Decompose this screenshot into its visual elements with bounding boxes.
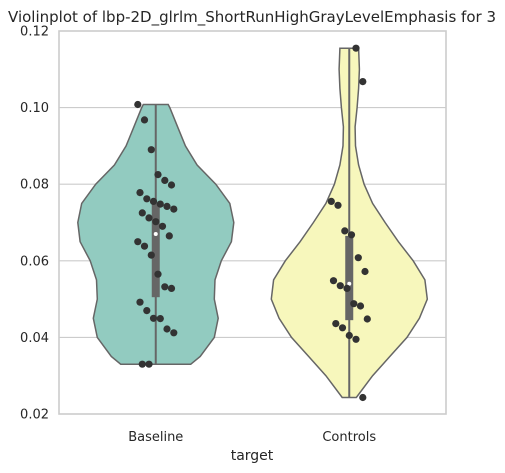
data-point — [149, 314, 158, 322]
y-tick-label: 0.10 — [20, 101, 49, 116]
y-tick-label: 0.08 — [20, 178, 49, 193]
box-baseline — [151, 203, 160, 298]
x-tick-label: Controls — [322, 430, 376, 445]
data-point — [147, 146, 155, 154]
data-points — [134, 44, 371, 402]
data-point — [158, 222, 167, 230]
data-point — [359, 78, 367, 86]
data-point — [140, 242, 149, 250]
data-point — [361, 267, 369, 276]
data-point — [334, 201, 342, 209]
data-point — [350, 300, 358, 308]
data-point — [134, 238, 142, 246]
data-point — [147, 251, 155, 259]
x-axis-label: target — [231, 448, 274, 464]
data-point — [140, 116, 149, 124]
data-point — [163, 202, 171, 210]
data-point — [154, 171, 162, 179]
data-point — [167, 284, 176, 292]
data-point — [347, 231, 356, 239]
y-tick-label: 0.02 — [20, 408, 49, 423]
data-point — [332, 320, 340, 328]
data-point — [354, 254, 362, 262]
data-point — [163, 325, 171, 333]
y-tick-label: 0.12 — [20, 25, 49, 40]
data-point — [152, 218, 160, 226]
data-point — [352, 335, 360, 343]
data-point — [143, 307, 151, 315]
data-point — [143, 195, 151, 203]
data-point — [327, 197, 335, 205]
box-controls — [345, 235, 354, 321]
data-point — [359, 393, 367, 402]
data-point — [345, 331, 353, 340]
chart-title: Violinplot of lbp-2D_glrlm_ShortRunHighG… — [8, 8, 496, 27]
data-point — [341, 227, 349, 235]
plot-frame — [58, 30, 447, 415]
data-point — [356, 302, 365, 310]
x-tick-label: Baseline — [128, 430, 183, 445]
data-point — [336, 282, 344, 290]
data-point — [165, 232, 173, 240]
data-point — [343, 284, 351, 292]
data-point — [145, 214, 153, 222]
median-controls — [347, 281, 352, 286]
data-point — [338, 324, 347, 332]
data-point — [145, 360, 153, 368]
data-point — [170, 205, 178, 213]
data-point — [329, 277, 338, 285]
data-point — [134, 100, 142, 109]
data-point — [149, 197, 158, 205]
data-point — [352, 44, 360, 52]
data-point — [156, 200, 164, 208]
data-point — [167, 181, 176, 189]
data-point — [170, 329, 178, 337]
data-point — [136, 298, 144, 306]
median-baseline — [153, 231, 158, 236]
data-point — [156, 315, 164, 323]
data-point — [136, 189, 144, 197]
axes: 0.02 0.04 0.06 0.08 0.10 0.12 Baseline Controls — [20, 25, 447, 445]
y-tick-label: 0.06 — [20, 254, 49, 269]
data-point — [161, 283, 169, 291]
data-point — [161, 176, 169, 184]
data-point — [138, 360, 146, 368]
data-point — [363, 315, 371, 323]
data-point — [138, 209, 146, 217]
violins — [77, 47, 429, 399]
data-point — [154, 270, 162, 278]
y-tick-label: 0.04 — [20, 331, 49, 346]
